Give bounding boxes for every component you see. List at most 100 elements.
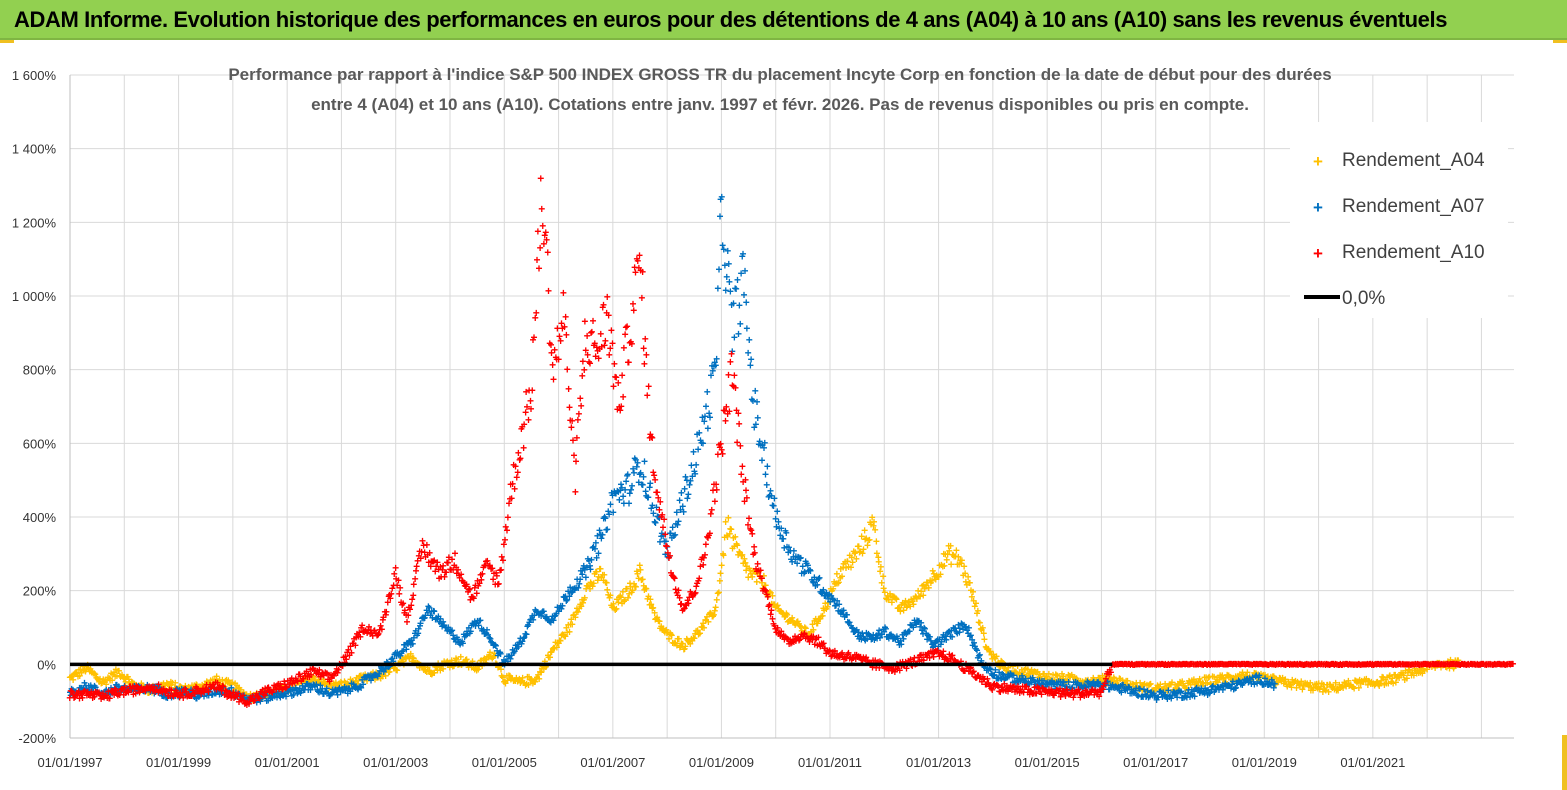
data-point: + xyxy=(846,548,853,562)
data-point: + xyxy=(363,674,370,688)
data-point: + xyxy=(615,595,622,609)
data-point: + xyxy=(528,402,535,416)
data-point: + xyxy=(218,680,225,694)
data-point: + xyxy=(844,555,851,569)
data-point: + xyxy=(422,664,429,678)
data-point: + xyxy=(400,655,407,669)
data-point: + xyxy=(577,598,584,612)
data-point: + xyxy=(220,678,227,692)
data-point: + xyxy=(937,567,944,581)
data-point: + xyxy=(503,669,510,683)
report-banner: ADAM Informe. Evolution historique des p… xyxy=(0,0,1567,40)
data-point: + xyxy=(748,352,755,366)
data-point: + xyxy=(702,614,709,628)
data-point: + xyxy=(736,545,743,559)
data-point: + xyxy=(752,565,759,579)
data-point: + xyxy=(540,662,547,676)
data-point: + xyxy=(743,563,750,577)
data-point: + xyxy=(383,661,390,675)
data-point: + xyxy=(792,618,799,632)
data-point: + xyxy=(869,511,876,525)
data-point: + xyxy=(471,662,478,676)
data-point: + xyxy=(683,632,690,646)
data-point: + xyxy=(648,597,655,611)
data-point: + xyxy=(554,636,561,650)
data-point: + xyxy=(581,591,588,605)
data-point: + xyxy=(322,676,329,690)
data-point: + xyxy=(915,584,922,598)
data-point: + xyxy=(213,670,220,684)
data-point: + xyxy=(910,598,917,612)
data-point: + xyxy=(468,661,475,675)
data-point: + xyxy=(322,677,329,691)
data-point: + xyxy=(877,560,884,574)
data-point: + xyxy=(722,515,729,529)
data-point: + xyxy=(893,593,900,607)
data-point: + xyxy=(472,661,479,675)
data-point: + xyxy=(591,567,598,581)
data-point: + xyxy=(583,582,590,596)
data-point: + xyxy=(335,677,342,691)
data-point: + xyxy=(706,607,713,621)
data-point: + xyxy=(898,598,905,612)
data-point: + xyxy=(897,604,904,618)
data-point: + xyxy=(763,587,770,601)
legend-marker-a07: + xyxy=(1313,198,1323,217)
data-point: + xyxy=(373,666,380,680)
data-point: + xyxy=(778,605,785,619)
data-point: + xyxy=(933,569,940,583)
data-point: + xyxy=(171,681,178,695)
data-point: + xyxy=(173,681,180,695)
chart-title-line-1: Performance par rapport à l'indice S&P 5… xyxy=(228,65,1331,84)
data-point: + xyxy=(222,674,229,688)
data-point: + xyxy=(883,591,890,605)
data-point: + xyxy=(250,688,257,702)
data-point: + xyxy=(749,570,756,584)
data-point: + xyxy=(931,570,938,584)
data-point: + xyxy=(572,610,579,624)
data-point: + xyxy=(443,655,450,669)
data-point: + xyxy=(669,636,676,650)
data-point: + xyxy=(938,558,945,572)
data-point: + xyxy=(552,635,559,649)
data-point: + xyxy=(681,642,688,656)
data-point: + xyxy=(92,668,99,682)
data-point: + xyxy=(491,649,498,663)
data-point: + xyxy=(209,673,216,687)
data-point: + xyxy=(639,265,646,279)
data-point: + xyxy=(827,595,834,609)
data-point: + xyxy=(813,616,820,630)
data-point: + xyxy=(346,679,353,693)
data-point: + xyxy=(903,600,910,614)
data-point: + xyxy=(142,685,149,699)
data-point: + xyxy=(546,650,553,664)
data-point: + xyxy=(884,589,891,603)
data-point: + xyxy=(446,660,453,674)
data-point: + xyxy=(630,304,637,318)
data-point: + xyxy=(433,660,440,674)
data-point: + xyxy=(71,668,78,682)
data-point: + xyxy=(675,632,682,646)
data-point: + xyxy=(600,574,607,588)
data-point: + xyxy=(324,675,331,689)
data-point: + xyxy=(610,597,617,611)
data-point: + xyxy=(684,634,691,648)
data-point: + xyxy=(777,605,784,619)
data-point: + xyxy=(149,679,156,693)
data-point: + xyxy=(300,672,307,686)
data-point: + xyxy=(170,684,177,698)
data-point: + xyxy=(289,676,296,690)
data-point: + xyxy=(477,654,484,668)
data-point: + xyxy=(723,529,730,543)
data-point: + xyxy=(296,675,303,689)
data-point: + xyxy=(180,682,187,696)
data-point: + xyxy=(74,669,81,683)
data-point: + xyxy=(520,676,527,690)
data-point: + xyxy=(768,597,775,611)
data-point: + xyxy=(638,291,645,305)
data-point: + xyxy=(90,667,97,681)
data-point: + xyxy=(91,667,98,681)
data-point: + xyxy=(327,676,334,690)
data-point: + xyxy=(368,667,375,681)
data-point: + xyxy=(408,654,415,668)
